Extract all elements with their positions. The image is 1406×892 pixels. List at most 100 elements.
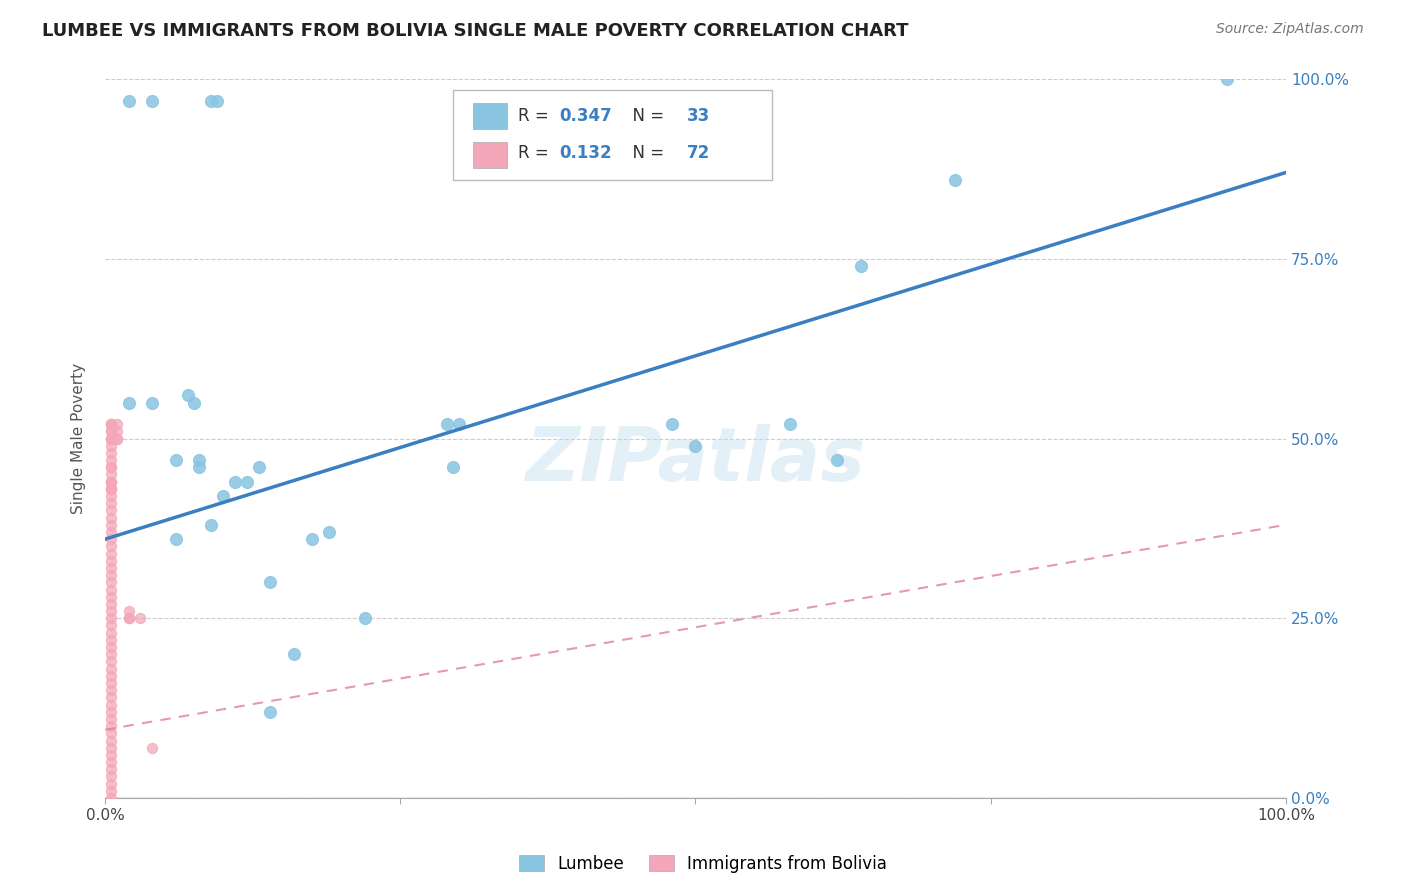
Point [353,611,375,625]
Point [100,547,122,561]
Point [100,762,122,776]
Text: 0.347: 0.347 [560,107,613,125]
Text: R =: R = [519,144,554,162]
Point [212,489,235,503]
Point [100,662,122,676]
Point [661,417,683,431]
Point [100,791,122,805]
Text: N =: N = [623,107,669,125]
Y-axis label: Single Male Poverty: Single Male Poverty [72,363,86,514]
Text: ZIPatlas: ZIPatlas [526,424,866,497]
Point [100,669,122,683]
Point [100,475,122,489]
Point [100,439,122,453]
Point [100,453,122,467]
Point [259,705,281,719]
Point [235,475,257,489]
Point [100,618,122,632]
Point [141,94,163,108]
Point [105,432,128,446]
Point [224,475,246,489]
Point [100,460,122,475]
Point [449,417,471,431]
Point [100,590,122,604]
Point [188,453,211,467]
Point [100,604,122,618]
FancyBboxPatch shape [474,142,506,168]
Point [100,432,122,446]
Point [100,719,122,733]
Point [141,740,163,755]
Point [100,425,122,439]
Point [849,259,872,273]
Text: R =: R = [519,107,554,125]
Point [100,482,122,496]
Point [100,460,122,475]
Point [100,482,122,496]
Point [200,517,222,532]
Point [100,784,122,798]
Point [183,395,205,409]
Point [100,510,122,524]
Point [100,417,122,431]
Point [100,676,122,690]
Point [1216,72,1239,87]
Point [100,683,122,698]
Point [165,453,187,467]
Point [100,475,122,489]
Point [100,726,122,740]
Point [441,460,464,475]
Point [100,524,122,539]
Text: LUMBEE VS IMMIGRANTS FROM BOLIVIA SINGLE MALE POVERTY CORRELATION CHART: LUMBEE VS IMMIGRANTS FROM BOLIVIA SINGLE… [42,22,908,40]
Point [100,582,122,597]
Point [100,647,122,661]
Point [100,755,122,769]
Point [100,432,122,446]
Point [205,94,228,108]
Point [943,172,966,186]
Point [200,94,222,108]
Point [100,568,122,582]
Point [283,647,305,661]
Text: N =: N = [623,144,669,162]
Point [100,417,122,431]
Point [100,489,122,503]
Point [100,432,122,446]
Point [779,417,801,431]
Point [436,417,458,431]
Point [100,770,122,784]
Point [100,575,122,590]
Point [117,604,139,618]
Point [100,740,122,755]
FancyBboxPatch shape [474,103,506,129]
FancyBboxPatch shape [453,90,772,179]
Text: 0.132: 0.132 [560,144,612,162]
Point [100,747,122,762]
Point [100,561,122,575]
Point [105,432,128,446]
Point [100,690,122,705]
Point [100,597,122,611]
Point [100,554,122,568]
Point [100,698,122,712]
Point [105,417,128,431]
Point [100,705,122,719]
Point [165,532,187,546]
Point [100,540,122,554]
Point [176,388,198,402]
Point [129,611,152,625]
Point [100,733,122,747]
Text: Source: ZipAtlas.com: Source: ZipAtlas.com [1216,22,1364,37]
Point [117,94,139,108]
Point [100,517,122,532]
Point [188,460,211,475]
Point [301,532,323,546]
Point [247,460,270,475]
Point [100,655,122,669]
Point [100,503,122,517]
Point [100,532,122,546]
Point [100,611,122,625]
Point [100,712,122,726]
Point [117,395,139,409]
Point [100,417,122,431]
